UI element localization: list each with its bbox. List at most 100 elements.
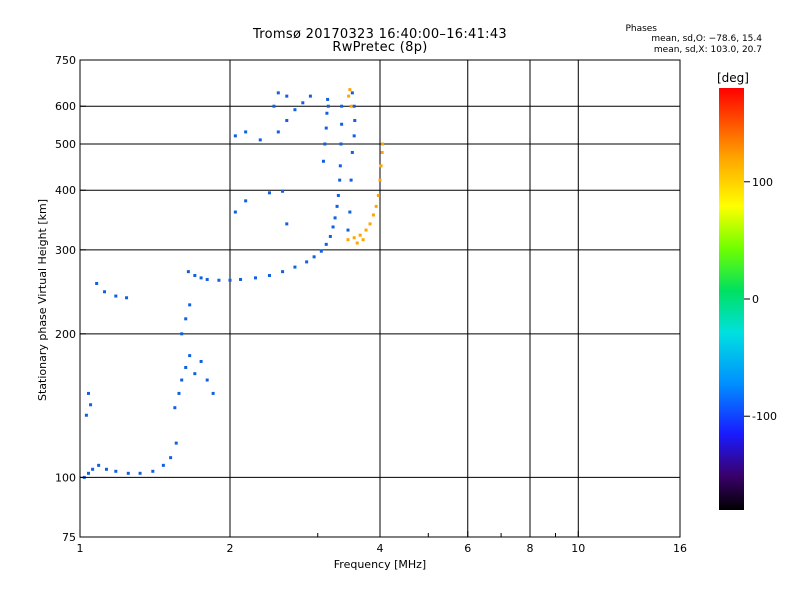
x-mode-point [355,241,359,245]
o-mode-point [217,278,221,282]
y-tick-label: 75 [62,531,76,544]
o-mode-point [353,119,357,123]
y-axis-label: Stationary phase Virtual Height [km] [36,199,49,401]
o-mode-point [169,456,173,460]
x-mode-point [364,228,368,232]
o-mode-point [114,294,118,298]
o-mode-point [346,228,350,232]
x-mode-point [380,150,384,154]
colorbar-tick-label: 100 [752,176,773,189]
o-mode-point [89,403,93,407]
x-mode-point [374,204,378,208]
x-tick-label: 8 [527,542,534,555]
o-mode-point [233,210,237,214]
o-mode-point [186,270,190,274]
colorbar-tick-label: 0 [752,293,759,306]
o-mode-point [138,471,142,475]
y-tick-label: 600 [55,100,76,113]
o-mode-point [244,199,248,203]
o-mode-point [184,317,188,321]
o-mode-point [244,130,248,134]
x-mode-point [361,238,365,242]
o-mode-point [326,97,330,101]
o-mode-point [151,469,155,473]
colorbar-tick-label: -100 [752,410,777,423]
colorbar-label: [deg] [717,71,749,85]
o-mode-point [125,296,129,300]
o-mode-point [350,91,354,95]
x-mode-point [346,238,350,242]
o-mode-point [95,281,99,285]
x-tick-label: 16 [673,542,687,555]
axes: 1 2 4 6 8 10 16 75 100 200 300 400 500 600 750 [55,54,687,555]
o-mode-point [326,104,330,108]
o-mode-point [193,274,197,278]
o-mode-point [285,222,289,226]
x-tick-label: 4 [377,542,384,555]
y-tick-label: 500 [55,138,76,151]
o-mode-point [193,372,197,376]
o-mode-point [352,104,356,108]
o-mode-point [211,391,215,395]
o-mode-point [173,406,177,410]
x-tick-label: 1 [77,542,84,555]
o-mode-point [97,463,101,467]
x-tick-label: 6 [464,542,471,555]
chart-title: Tromsø 20170323 16:40:00–16:41:43 [252,27,508,42]
o-mode-point [324,126,328,130]
o-mode-point [305,260,309,264]
y-tick-label: 400 [55,184,76,197]
o-mode-point [205,378,209,382]
o-mode-point [331,225,335,229]
o-mode-point [324,242,328,246]
o-mode-point [86,471,90,475]
x-mode-point [368,222,372,226]
y-tick-label: 750 [55,54,76,67]
x-mode-point [347,94,351,98]
o-mode-point [338,164,342,168]
o-mode-point [349,178,353,182]
o-mode-point [126,471,130,475]
o-mode-point [335,204,339,208]
x-mode-point [348,88,352,92]
y-tick-label: 100 [55,471,76,484]
o-mode-point [340,104,344,108]
o-mode-point [328,234,332,238]
o-mode-point [308,94,312,98]
o-mode-point [86,391,90,395]
o-mode-point [253,276,257,280]
o-mode-point [350,150,354,154]
chart-subtitle: RwPretec (8p) [332,40,428,55]
phases-stats-x: mean, sd,X: 103.0, 20.7 [653,45,762,55]
o-mode-point [276,91,280,95]
o-mode-point [104,467,108,471]
phases-stats-title: Phases [625,24,657,34]
o-mode-point [161,463,165,467]
phases-stats-o: mean, sd,O: −78.6, 15.4 [651,34,762,44]
o-mode-point [281,270,285,274]
o-mode-point [285,94,289,98]
o-mode-point [91,467,95,471]
o-mode-point [84,413,88,417]
y-tick-label: 200 [55,328,76,341]
x-axis-label: Frequency [MHz] [334,558,426,571]
o-mode-point [293,108,297,112]
o-mode-point [184,365,188,369]
o-mode-point [333,216,337,220]
o-mode-point [199,359,203,363]
o-mode-point [258,138,262,142]
o-mode-point [180,332,184,336]
o-mode-point [323,142,327,146]
y-tick-label: 300 [55,244,76,257]
x-tick-label: 2 [227,542,234,555]
x-mode-point [349,104,353,108]
o-mode-point [114,469,118,473]
o-mode-point [103,290,107,294]
o-mode-point [301,101,305,105]
o-mode-point [174,441,178,445]
colorbar: [deg] 100 0 -100 [717,71,777,510]
o-mode-point [293,265,297,269]
o-mode-point [285,119,289,123]
o-mode-point [319,249,323,253]
